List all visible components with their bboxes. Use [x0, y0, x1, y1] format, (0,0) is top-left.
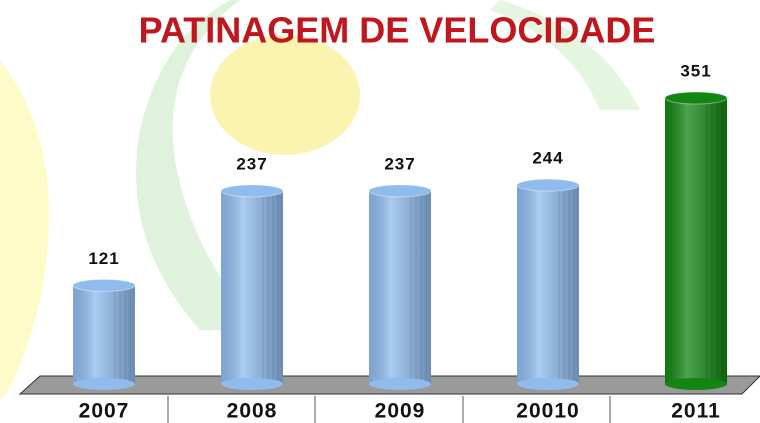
bar-base	[665, 378, 727, 390]
bar-top	[72, 278, 136, 292]
bar-base	[221, 378, 283, 390]
value-label: 121	[88, 249, 119, 268]
bar-top	[516, 178, 580, 192]
bar-base	[517, 378, 579, 390]
bg-shape	[210, 35, 360, 155]
bar-shade	[665, 98, 727, 384]
bg-shape	[0, 60, 49, 400]
bg-shape	[490, 0, 640, 110]
value-label: 351	[680, 61, 711, 80]
chart-title: PATINAGEM DE VELOCIDADE	[139, 10, 656, 51]
x-tick-label: 2011	[671, 400, 721, 423]
x-tick-label: 2007	[79, 400, 130, 423]
x-tick-label: 2009	[375, 400, 426, 423]
bar-base	[369, 378, 431, 390]
bar-shade	[73, 285, 135, 384]
bar-top	[220, 184, 284, 198]
bg-shape	[136, 0, 260, 330]
bar-base	[73, 378, 135, 390]
bar-top	[368, 184, 432, 198]
x-tick-label: 2008	[227, 400, 278, 423]
value-label: 244	[532, 149, 563, 168]
x-tick-label: 20010	[516, 400, 579, 423]
bar-shade	[221, 190, 283, 384]
dividers	[167, 396, 611, 423]
bar-shade	[369, 190, 431, 384]
bar-top	[664, 91, 728, 105]
background-decoration	[0, 0, 640, 400]
value-label: 237	[236, 154, 267, 173]
value-label: 237	[384, 154, 415, 173]
bar-shade	[517, 185, 579, 384]
